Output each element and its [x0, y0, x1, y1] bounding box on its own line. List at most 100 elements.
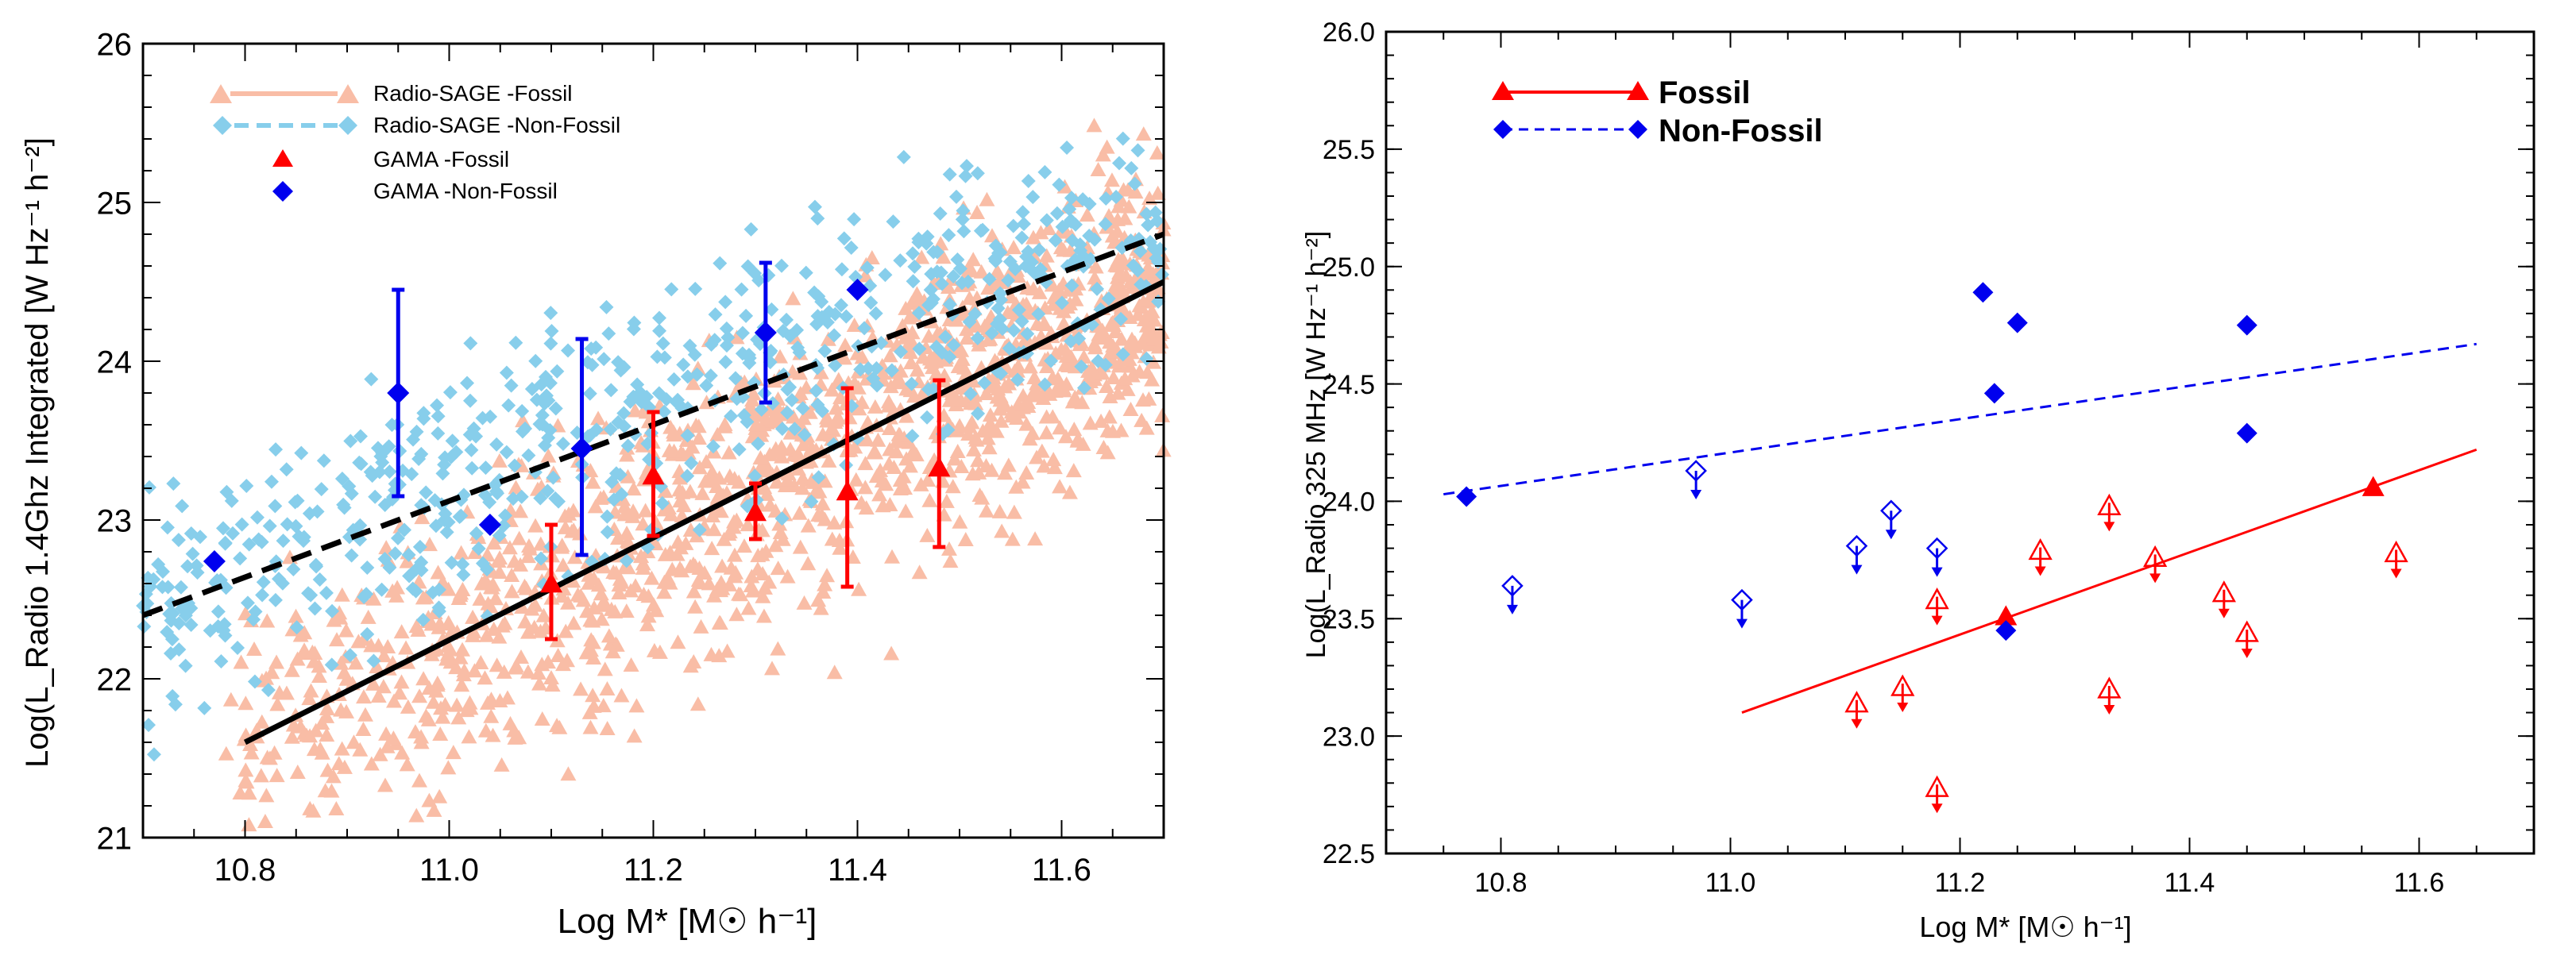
sage-nonfossil-point [921, 298, 937, 313]
sage-fossil-point [828, 400, 844, 415]
sage-fossil-point [800, 518, 817, 533]
sage-fossil-point [940, 279, 956, 294]
sage-fossil-point [898, 408, 915, 423]
sage-nonfossil-point [215, 521, 230, 536]
sage-fossil-point [1061, 484, 1078, 499]
sage-fossil-point [392, 685, 408, 700]
sage-fossil-point [792, 539, 809, 554]
sage-nonfossil-point [1109, 190, 1124, 205]
sage-nonfossil-point [404, 467, 419, 482]
sage-fossil-point [691, 460, 708, 475]
sage-fossil-point [511, 730, 527, 745]
sage-fossil-point [837, 337, 854, 353]
sage-nonfossil-point [740, 259, 755, 274]
sage-fossil-point [957, 531, 974, 546]
sage-fossil-point [686, 584, 702, 599]
sage-fossil-point [705, 507, 721, 522]
sage-fossil-point [665, 424, 682, 439]
sage-fossil-point [709, 489, 726, 504]
sage-nonfossil-point [401, 547, 416, 562]
nonfossil-upper-limit-arrow-head [1931, 567, 1943, 577]
sage-nonfossil-point [844, 240, 859, 255]
sage-fossil-point [257, 813, 273, 828]
sage-nonfossil-point [515, 403, 530, 418]
sage-nonfossil-point [946, 337, 961, 353]
sage-nonfossil-point [342, 530, 357, 545]
sage-nonfossil-point [1133, 244, 1148, 259]
sage-fossil-point [859, 432, 875, 447]
sage-fossil-point [512, 503, 529, 518]
sage-fossil-point [472, 591, 489, 606]
sage-fossil-point [1025, 229, 1041, 245]
sage-nonfossil-point [666, 372, 682, 387]
sage-fossil-point [440, 581, 457, 596]
sage-fossil-point [894, 318, 911, 333]
sage-nonfossil-point [1139, 206, 1154, 222]
sage-nonfossil-point [929, 245, 944, 260]
x-tick-label: 10.8 [214, 853, 276, 888]
sage-nonfossil-point [911, 306, 926, 321]
sage-nonfossil-point [612, 467, 628, 482]
sage-fossil-point [736, 538, 753, 553]
sage-nonfossil-point [538, 369, 553, 384]
sage-fossil-point [732, 375, 749, 390]
sage-fossil-point [338, 703, 355, 719]
sage-fossil-point [452, 649, 469, 665]
axes: 10.8 11.0 11.2 11.4 11.6 21 22 23 24 25 26 [97, 27, 1165, 888]
sage-fossil-point [721, 576, 738, 591]
sage-nonfossil-point [203, 623, 218, 638]
sage-fossil-point [726, 471, 743, 486]
sage-fossil-point [626, 728, 643, 743]
sage-fossil-point [1033, 443, 1050, 458]
sage-nonfossil-point [469, 526, 484, 541]
sage-nonfossil-point [1124, 160, 1139, 175]
sage-fossil-point [531, 676, 548, 691]
sage-fossil-point [334, 587, 350, 602]
sage-fossil-point [543, 669, 559, 684]
sage-nonfossil-point [623, 394, 638, 409]
sage-fossil-point [504, 584, 520, 599]
sage-fossil-point [488, 591, 504, 606]
sage-nonfossil-point [955, 275, 970, 291]
sage-fossil-point [1074, 395, 1091, 410]
sage-nonfossil-point [874, 336, 889, 351]
sage-fossil-point [1046, 460, 1063, 475]
sage-fossil-point [544, 677, 561, 692]
sage-nonfossil-point [442, 385, 458, 400]
sage-fossil-point [759, 486, 775, 501]
sage-nonfossil-point [905, 429, 920, 444]
sage-nonfossil-point [988, 253, 1003, 268]
sage-fossil-point [1099, 378, 1115, 393]
sage-fossil-point [595, 698, 612, 713]
sage-nonfossil-point [834, 262, 849, 277]
sage-nonfossil-point [946, 269, 961, 284]
sage-fossil-point [892, 481, 909, 496]
sage-fossil-point [493, 757, 510, 772]
sage-fossil-point [473, 655, 489, 670]
sage-fossil-point [232, 784, 249, 799]
sage-nonfossil-point [324, 657, 339, 672]
sage-fossil-point [858, 500, 875, 515]
sage-fossil-point [971, 464, 987, 480]
sage-nonfossil-point [1014, 314, 1029, 329]
legend-label-sage-nonfossil: Radio-SAGE -Non-Fossil [373, 113, 620, 137]
sage-nonfossil-point [713, 256, 728, 271]
sage-nonfossil-point [941, 228, 956, 243]
sage-nonfossil-point [1064, 191, 1079, 206]
sage-fossil-point [1099, 139, 1115, 154]
sage-nonfossil-point [504, 378, 519, 393]
sage-fossil-point [639, 617, 655, 632]
sage-fossil-point [759, 462, 776, 477]
sage-nonfossil-point [185, 546, 200, 561]
legend-marker-gama-fossil [272, 149, 293, 167]
sage-nonfossil-point [289, 620, 304, 635]
legend-marker-gama-nonfossil [272, 181, 293, 202]
sage-nonfossil-point [839, 309, 854, 324]
sage-fossil-point [824, 382, 840, 397]
sage-fossil-point [711, 470, 728, 485]
sage-fossil-point [618, 603, 635, 618]
sage-fossil-point [489, 657, 505, 672]
nonfossil-point [1983, 383, 2005, 404]
sage-fossil-point [1029, 387, 1046, 403]
sage-nonfossil-point [210, 604, 226, 619]
